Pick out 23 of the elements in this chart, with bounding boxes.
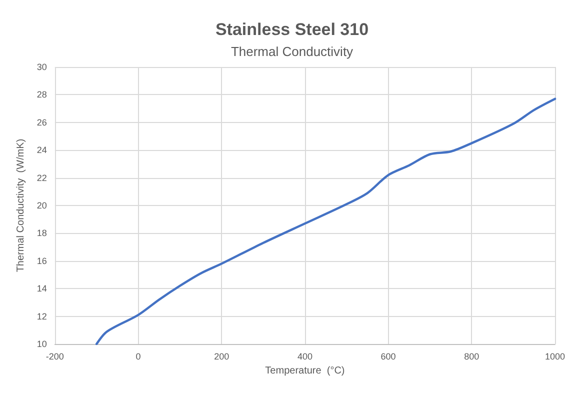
y-tick-label: 12 — [36, 311, 47, 322]
line-series — [95, 98, 556, 346]
x-tick-label: 600 — [380, 352, 396, 362]
x-axis-title: Temperature (°C) — [265, 365, 345, 376]
y-tick-label: 28 — [36, 90, 47, 100]
x-tick-label: 400 — [297, 352, 312, 362]
y-tick-label: 30 — [36, 62, 47, 72]
x-tick-label: 0 — [136, 352, 141, 362]
x-tick-label: 200 — [214, 352, 230, 362]
y-tick-label: 26 — [36, 117, 47, 128]
chart-subtitle: Thermal Conductivity — [230, 44, 354, 59]
y-tick-label: 18 — [36, 228, 47, 238]
x-tick-label: -200 — [46, 352, 64, 362]
x-tick-label: 1000 — [544, 352, 566, 362]
y-tick-label: 24 — [36, 145, 47, 156]
y-tick-label: 14 — [36, 284, 47, 294]
chart-title: Stainless Steel 310 — [215, 20, 369, 39]
y-axis-title: Thermal Conductivity (W/mK) — [16, 138, 26, 272]
y-tick-label: 16 — [36, 256, 47, 266]
y-tick-label: 20 — [36, 200, 47, 210]
y-tick-label: 22 — [36, 172, 47, 183]
x-tick-label: 800 — [464, 352, 480, 362]
y-tick-label: 10 — [36, 339, 47, 349]
